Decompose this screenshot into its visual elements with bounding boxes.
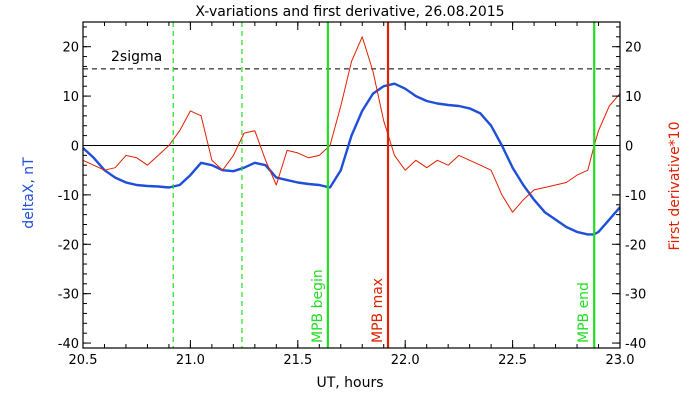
y-left-tick-label-2: 0 bbox=[71, 139, 79, 154]
y-left-tick-label-3: -10 bbox=[58, 189, 79, 204]
derivative-line bbox=[82, 36, 621, 213]
y-axis-label-right: First derivative*10 bbox=[667, 121, 683, 250]
y-left-tick-label-5: -30 bbox=[58, 288, 79, 303]
y-axis-label-left: deltaX, nT bbox=[21, 157, 37, 229]
x-tick-label-4: 22.5 bbox=[498, 353, 527, 368]
x-tick-label-3: 22.0 bbox=[391, 353, 420, 368]
x-axis-label: UT, hours bbox=[316, 375, 383, 391]
chart-title: X-variations and first derivative, 26.08… bbox=[195, 4, 504, 20]
y-left-tick-label-0: 20 bbox=[62, 41, 79, 56]
y-right-tick-label-0: 20 bbox=[625, 41, 642, 56]
y-right-tick-label-4: -20 bbox=[625, 238, 646, 253]
marker-label-4: MPB max bbox=[370, 278, 386, 343]
marker-label-3: MPB begin bbox=[310, 269, 326, 343]
x-tick-label-2: 21.5 bbox=[283, 353, 312, 368]
y-left-tick-label-4: -20 bbox=[58, 238, 79, 253]
x-tick-label-5: 23.0 bbox=[606, 353, 635, 368]
plot-area: 2sigma MPB begin MPB max MPB end 20.5 21.0 21.… bbox=[58, 21, 646, 368]
two-sigma-label: 2sigma bbox=[111, 49, 162, 65]
y-right-tick-label-6: -40 bbox=[625, 337, 646, 352]
plot-frame bbox=[82, 21, 621, 349]
y-left-tick-label-6: -40 bbox=[58, 337, 79, 352]
y-right-tick-label-5: -30 bbox=[625, 288, 646, 303]
deltax-line bbox=[82, 82, 621, 236]
y-left-tick-label-1: 10 bbox=[62, 90, 79, 105]
x-tick-label-1: 21.0 bbox=[176, 353, 205, 368]
y-right-tick-label-2: 0 bbox=[625, 139, 633, 154]
marker-label-5: MPB end bbox=[576, 282, 592, 343]
x-tick-label-0: 20.5 bbox=[69, 353, 98, 368]
y-right-tick-label-1: 10 bbox=[625, 90, 642, 105]
y-right-tick-label-3: -10 bbox=[625, 189, 646, 204]
